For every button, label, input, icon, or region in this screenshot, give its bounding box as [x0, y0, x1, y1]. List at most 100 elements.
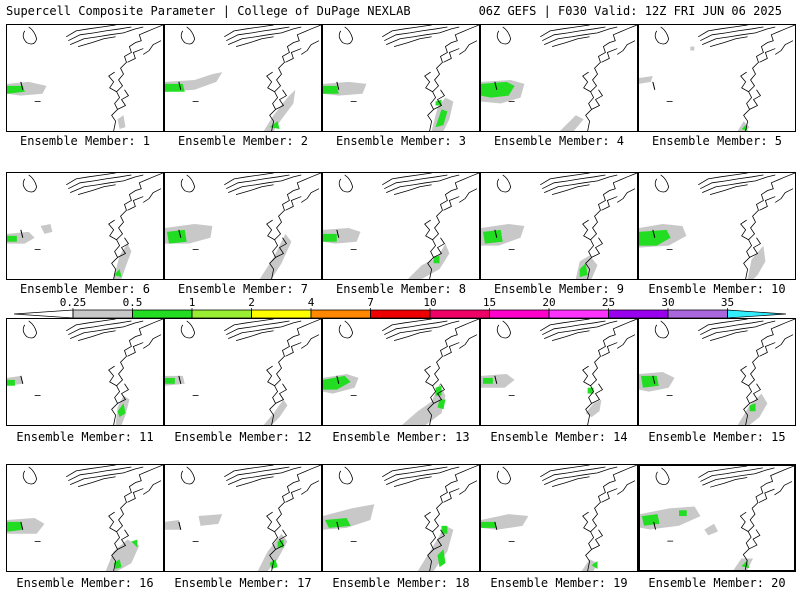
- scp-contour-gray: [117, 115, 126, 130]
- scp-field: [7, 319, 163, 425]
- ensemble-member-label: Ensemble Member: 19: [490, 576, 628, 590]
- coastline: [180, 26, 196, 45]
- coastline: [702, 174, 776, 193]
- ensemble-member-9-map: [480, 172, 638, 280]
- coastline: [338, 174, 354, 193]
- run-valid-time: 06Z GEFS | F030 Valid: 12Z FRI JUN 06 20…: [478, 4, 782, 18]
- scp-contour-green: [323, 375, 351, 390]
- ensemble-member-4-map: [480, 24, 638, 132]
- scp-field: [7, 173, 163, 279]
- boundary-marker: [20, 521, 24, 530]
- colorbar-segment: [310, 309, 371, 319]
- coastline: [269, 465, 321, 571]
- coastline: [228, 320, 302, 339]
- coastline: [433, 237, 446, 258]
- scp-field: [481, 465, 637, 571]
- scp-field: [639, 319, 795, 425]
- coastline: [235, 330, 274, 341]
- coastline: [117, 529, 130, 550]
- scp-contour-green: [441, 525, 448, 534]
- scp-contour-green: [482, 377, 493, 384]
- coastline: [108, 71, 117, 93]
- coastline: [393, 476, 432, 487]
- coastline: [68, 466, 132, 482]
- coastline: [459, 480, 478, 495]
- coastline: [698, 25, 748, 38]
- colorbar-segment: [429, 309, 490, 319]
- ensemble-member-label: Ensemble Member: 3: [335, 134, 467, 148]
- ensemble-member-11-map: [6, 318, 164, 426]
- colorbar-tick-label: 2: [248, 296, 255, 309]
- coastline: [700, 174, 764, 190]
- coastline: [228, 174, 302, 193]
- coastline: [443, 488, 460, 503]
- scp-contour-green: [640, 375, 659, 388]
- ensemble-member-6-map: [6, 172, 164, 280]
- coastline: [443, 196, 460, 211]
- coastline: [77, 476, 116, 487]
- colorbar-segment: [191, 309, 252, 319]
- coastline: [433, 89, 446, 110]
- ensemble-member-19-map: [480, 464, 638, 572]
- coastline: [591, 529, 604, 550]
- ensemble-member-7-map: [164, 172, 322, 280]
- ensemble-member-5-map: [638, 24, 796, 132]
- colorbar-segment: [608, 309, 669, 319]
- ensemble-member-3-map: [322, 24, 480, 132]
- coastline: [285, 488, 302, 503]
- ensemble-member-label: Ensemble Member: 18: [332, 576, 470, 590]
- boundary-marker: [494, 521, 498, 530]
- colorbar-segment: [489, 309, 550, 319]
- coastline: [496, 466, 512, 485]
- coastline: [266, 511, 275, 533]
- coastline: [235, 184, 274, 195]
- coastline: [226, 174, 290, 190]
- coastline: [702, 320, 776, 339]
- coastline: [601, 488, 618, 503]
- ensemble-member-label: Ensemble Member: 10: [648, 282, 786, 296]
- coastline: [459, 188, 478, 203]
- ensemble-member-12-map: [164, 318, 322, 426]
- coastline: [709, 330, 748, 341]
- coastline: [758, 488, 775, 503]
- colorbar-tick-label: 0.25: [60, 296, 87, 309]
- coastline: [269, 319, 321, 425]
- colorbar-tick-label: 15: [483, 296, 496, 309]
- ensemble-member-label: Ensemble Member: 15: [648, 430, 786, 444]
- coastline: [617, 40, 636, 55]
- coastline: [22, 320, 38, 339]
- scp-field: [481, 173, 637, 279]
- coastline: [702, 26, 776, 45]
- coastline: [66, 465, 116, 478]
- coastline: [582, 219, 591, 241]
- scp-contour-green: [437, 399, 446, 410]
- coastline: [774, 481, 793, 496]
- boundary-marker: [652, 81, 656, 90]
- coastline: [301, 188, 320, 203]
- coastline: [655, 467, 670, 485]
- coastline: [393, 36, 432, 47]
- scp-contour-green: [277, 539, 284, 548]
- coastline: [740, 71, 749, 93]
- colorbar-tick-label: 20: [542, 296, 555, 309]
- coastline: [459, 334, 478, 349]
- coastline: [127, 196, 144, 211]
- coastline: [22, 466, 38, 485]
- coastline: [226, 320, 290, 336]
- scp-field: [323, 465, 479, 571]
- colorbar-segment: [370, 309, 431, 319]
- scp-contour-gray: [559, 115, 584, 131]
- ensemble-member-13-map: [322, 318, 480, 426]
- scp-contour-gray: [113, 243, 132, 279]
- scp-contour-gray: [165, 519, 181, 530]
- colorbar-segment: [667, 309, 728, 319]
- coastline: [542, 320, 606, 336]
- coastline: [117, 383, 130, 404]
- scp-field: [639, 173, 795, 279]
- colorbar-tick-label: 1: [189, 296, 196, 309]
- scp-field: [481, 25, 637, 131]
- ensemble-member-label: Ensemble Member: 7: [177, 282, 309, 296]
- coastline: [775, 334, 794, 349]
- coastline: [269, 25, 321, 131]
- coastline: [617, 480, 636, 495]
